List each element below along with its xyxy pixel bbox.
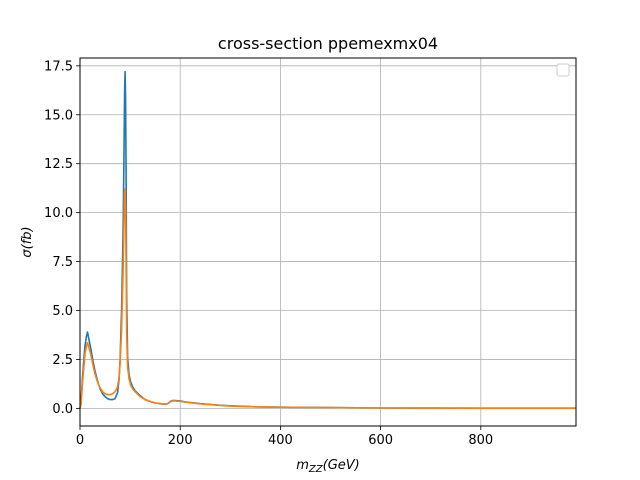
- y-tick-label: 7.5: [52, 255, 73, 270]
- legend-box: [556, 63, 570, 77]
- y-tick-label: 10.0: [44, 206, 73, 221]
- x-axis-label: mZZ(GeV): [296, 458, 359, 475]
- series-layer: [79, 70, 576, 409]
- series-line-2: [79, 188, 576, 409]
- y-tick-label: 15.0: [44, 108, 73, 123]
- y-tick-label: 2.5: [52, 353, 73, 368]
- x-axis-label-main: m: [296, 458, 309, 473]
- y-axis-ticks: 0.0 2.5 5.0 7.5 10.0 12.5 15.0 17.5: [44, 59, 80, 417]
- grid: [79, 58, 576, 426]
- y-tick-label: 17.5: [44, 59, 73, 74]
- x-axis-label-sub: ZZ: [308, 464, 324, 475]
- x-tick-label: 800: [468, 433, 493, 448]
- y-axis-label: σ(fb): [20, 226, 35, 257]
- x-tick-label: 200: [168, 433, 193, 448]
- plot-frame: [79, 57, 577, 427]
- y-tick-label: 0.0: [52, 402, 73, 417]
- chart-title: cross-section ppemexmx04: [218, 34, 438, 53]
- series-line-1: [79, 70, 576, 409]
- x-tick-label: 0: [76, 433, 84, 448]
- x-tick-label: 600: [368, 433, 393, 448]
- x-axis-label-rest: (GeV): [323, 458, 360, 473]
- x-tick-label: 400: [268, 433, 293, 448]
- y-tick-label: 12.5: [44, 157, 73, 172]
- x-axis-ticks: 0 200 400 600 800: [76, 426, 493, 448]
- y-tick-label: 5.0: [52, 304, 73, 319]
